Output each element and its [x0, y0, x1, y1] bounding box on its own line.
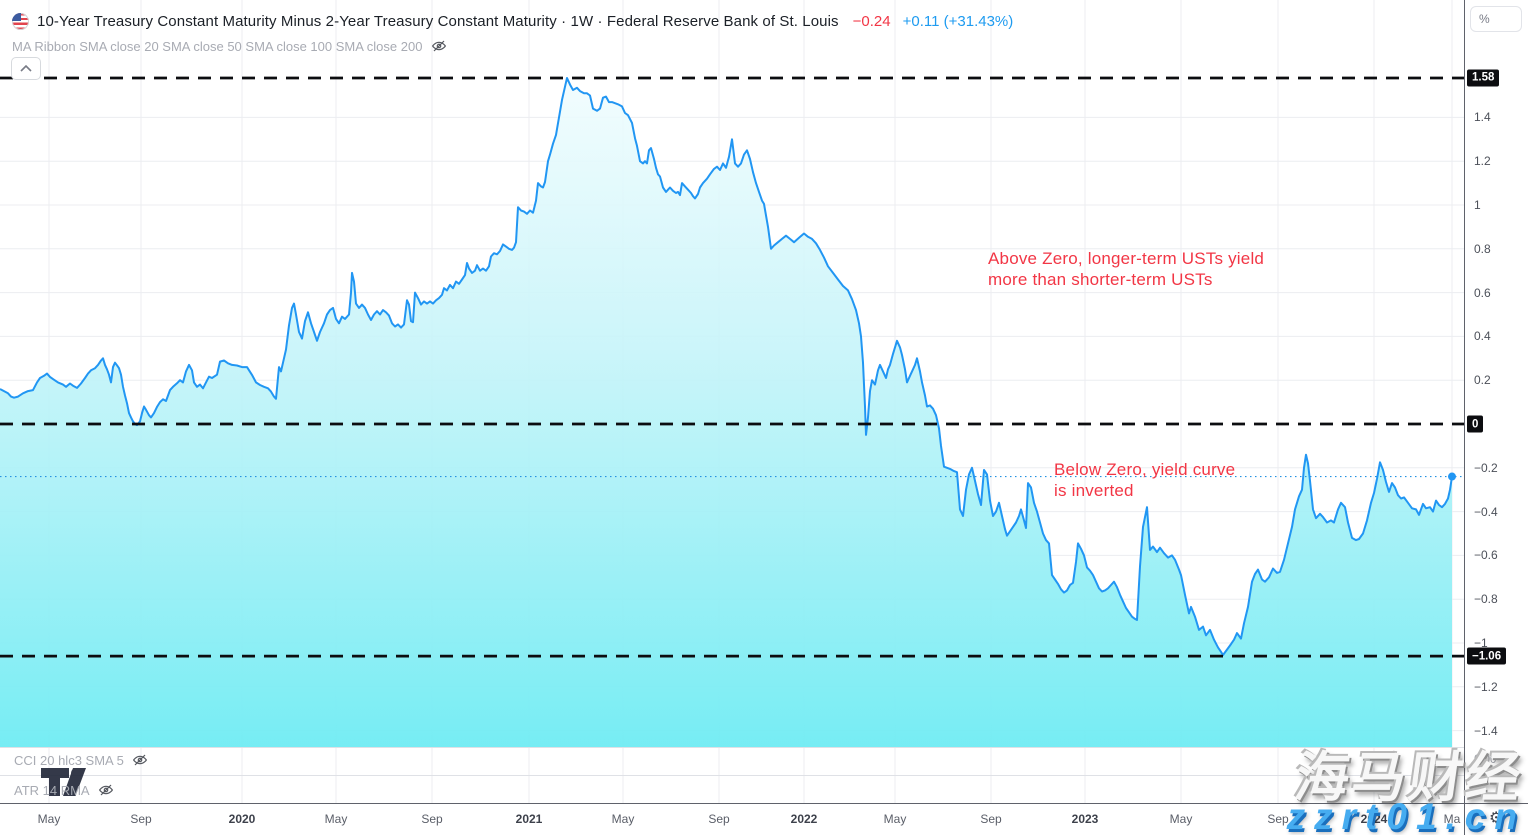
x-tick-label: May	[324, 812, 348, 826]
x-tick-label: Ma	[1443, 812, 1461, 826]
y-tick-label: −0.6	[1474, 548, 1498, 563]
y-tick-label: −0.8	[1474, 592, 1498, 607]
atr-legend[interactable]: ATR 14 RMA	[14, 782, 90, 798]
pane-collapse-button[interactable]	[11, 57, 41, 80]
y-tick-label: 1.4	[1474, 110, 1491, 125]
x-tick-label: 2022	[790, 812, 818, 826]
annotation-above-zero[interactable]: Above Zero, longer-term USTs yield more …	[988, 249, 1265, 289]
last-value: −0.24	[852, 12, 891, 30]
y-tick-label: −1.2	[1474, 679, 1498, 694]
y-tick-label: −0.4	[1474, 504, 1498, 519]
time-axis[interactable]: May Sep 2020 May Sep 2021 May Sep 2022 May Sep 2023…	[0, 803, 1464, 835]
y-tick-label: 0.8	[1474, 241, 1491, 256]
y-tick-label: 0.6	[1474, 285, 1491, 300]
price-level-tag: −1.06	[1467, 647, 1507, 665]
collapsed-pane-value: 0.00	[1474, 754, 1497, 766]
x-tick-label: Sep	[130, 812, 152, 826]
change-value: +0.11 (+31.43%)	[902, 12, 1014, 30]
y-tick-label: −1.4	[1474, 723, 1498, 738]
last-price-dot	[1448, 472, 1456, 481]
eye-off-icon[interactable]	[132, 752, 148, 768]
x-tick-label: 2024	[1360, 812, 1388, 826]
us-flag-icon	[12, 12, 29, 30]
price-area-fill	[0, 78, 1452, 747]
x-tick-label: May	[37, 812, 61, 826]
x-tick-label: May	[883, 812, 907, 826]
symbol-title[interactable]: 10-Year Treasury Constant Maturity Minus…	[37, 12, 839, 30]
x-tick-label: 2023	[1071, 812, 1099, 826]
main-legend: 10-Year Treasury Constant Maturity Minus…	[12, 10, 1013, 54]
x-tick-label: Sep	[980, 812, 1002, 826]
cci-legend[interactable]: CCI 20 hlc3 SMA 5	[14, 752, 124, 768]
x-tick-label: 2020	[228, 812, 256, 826]
eye-off-icon[interactable]	[431, 38, 447, 54]
y-tick-label: −0.2	[1474, 460, 1498, 475]
site-watermark: zzrt01.cn	[1286, 796, 1526, 835]
tradingview-logo-watermark	[41, 768, 86, 796]
x-tick-label: Sep	[708, 812, 730, 826]
axis-corner: ⚙	[1464, 803, 1528, 835]
atr-indicator-row: ATR 14 RMA	[14, 782, 114, 798]
y-tick-label: 0.4	[1474, 329, 1491, 344]
x-tick-label: 2021	[515, 812, 543, 826]
source-label: Federal Reserve Bank of St. Louis	[606, 12, 839, 30]
eye-off-icon[interactable]	[98, 782, 114, 798]
ma-ribbon-legend[interactable]: MA Ribbon SMA close 20 SMA close 50 SMA …	[12, 38, 423, 54]
x-tick-label: Sep	[1267, 812, 1289, 826]
price-level-tag: 0	[1467, 415, 1484, 433]
price-chart-canvas[interactable]	[0, 0, 1464, 803]
y-tick-label: 1.2	[1474, 154, 1491, 169]
price-level-tag: 1.58	[1467, 69, 1500, 87]
y-tick-label: −1	[1474, 636, 1488, 650]
x-tick-label: May	[1169, 812, 1193, 826]
price-line	[0, 77, 1453, 656]
chevron-up-icon	[20, 65, 32, 72]
price-axis[interactable]: % 1.4 1.2 1 0.8 0.6 0.4 0.2 −0.2 −0.4 −0.6 −0.8 −1−…	[1464, 0, 1528, 803]
price-scale-unit-button[interactable]: %	[1470, 6, 1522, 32]
x-tick-label: May	[611, 812, 635, 826]
cci-indicator-row: CCI 20 hlc3 SMA 5	[14, 752, 148, 768]
x-tick-label: Sep	[421, 812, 443, 826]
y-tick-label: 1	[1474, 198, 1481, 212]
interval-label: 1W	[570, 12, 594, 30]
pane-separator[interactable]	[0, 775, 1464, 776]
pane-separator[interactable]	[0, 747, 1464, 748]
annotation-below-zero[interactable]: Below Zero, yield curve is inverted	[1054, 460, 1236, 500]
y-tick-label: 0.2	[1474, 373, 1491, 388]
gear-icon[interactable]: ⚙	[1489, 810, 1504, 827]
